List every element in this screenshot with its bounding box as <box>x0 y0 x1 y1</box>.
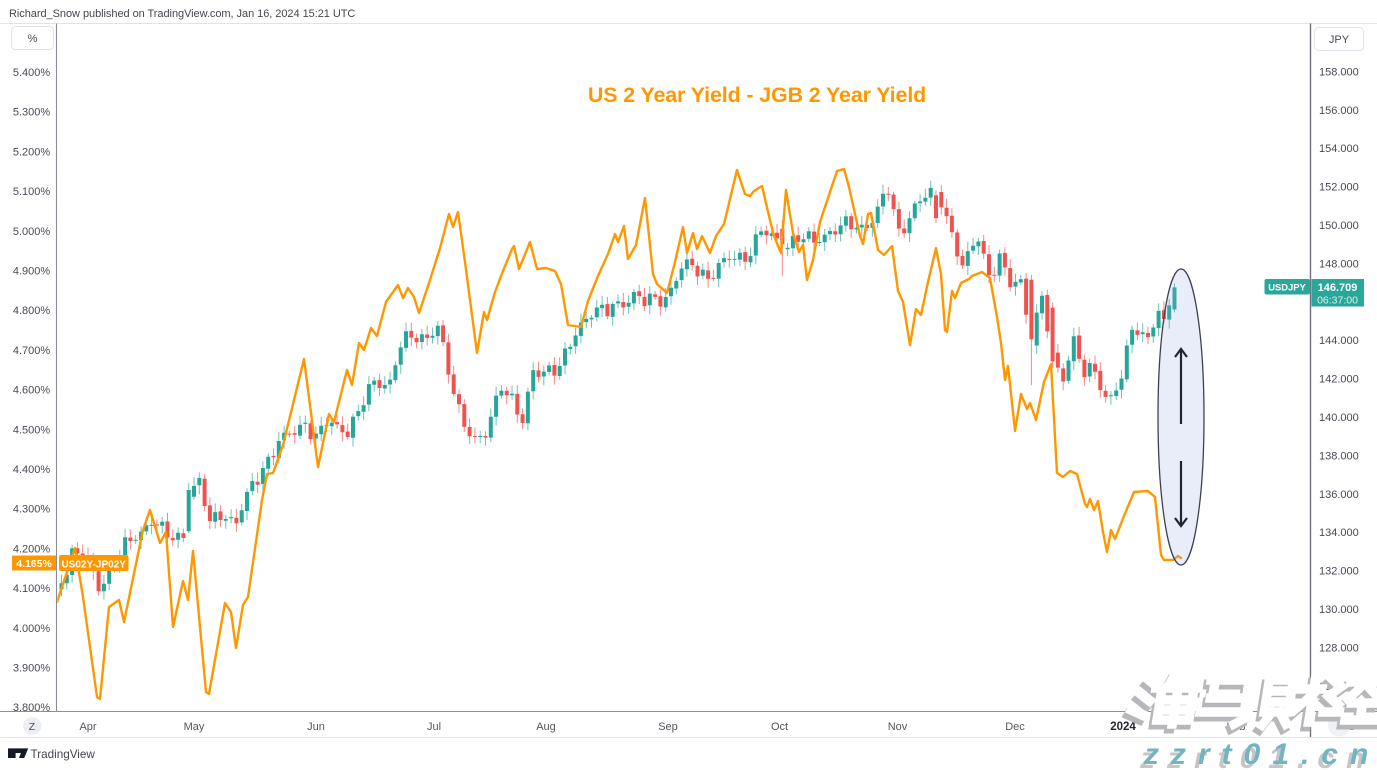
svg-text:150.000: 150.000 <box>1319 220 1359 232</box>
svg-text:4.700%: 4.700% <box>13 345 51 357</box>
svg-text:4.200%: 4.200% <box>13 543 51 555</box>
svg-text:142.000: 142.000 <box>1319 374 1359 386</box>
svg-text:Nov: Nov <box>888 721 908 733</box>
svg-text:US 2 Year Yield - JGB 2 Year Y: US 2 Year Yield - JGB 2 Year Yield <box>588 83 926 107</box>
svg-text:May: May <box>184 721 205 733</box>
svg-text:4.600%: 4.600% <box>13 385 51 397</box>
svg-text:Aug: Aug <box>536 721 556 733</box>
svg-text:06:37:00: 06:37:00 <box>1317 295 1358 307</box>
svg-text:4.100%: 4.100% <box>13 583 51 595</box>
svg-text:140.000: 140.000 <box>1319 412 1359 424</box>
svg-text:4.500%: 4.500% <box>13 424 51 436</box>
svg-text:%: % <box>28 33 38 45</box>
svg-text:4.800%: 4.800% <box>13 305 51 317</box>
svg-text:zzrt01.cn: zzrt01.cn <box>1139 742 1376 770</box>
svg-text:5.400%: 5.400% <box>13 67 51 79</box>
svg-text:4.165%: 4.165% <box>16 558 52 570</box>
svg-text:148.000: 148.000 <box>1319 258 1359 270</box>
svg-text:zzrt01.cn: zzrt01.cn <box>1143 738 1377 770</box>
svg-text:144.000: 144.000 <box>1319 335 1359 347</box>
svg-text:US02Y-JP02Y: US02Y-JP02Y <box>61 559 126 570</box>
svg-text:Oct: Oct <box>771 721 788 733</box>
svg-text:4.400%: 4.400% <box>13 464 51 476</box>
svg-text:5.300%: 5.300% <box>13 107 51 119</box>
svg-text:136.000: 136.000 <box>1319 489 1359 501</box>
svg-text:138.000: 138.000 <box>1319 450 1359 462</box>
svg-text:3.900%: 3.900% <box>13 663 51 675</box>
svg-text:130.000: 130.000 <box>1319 604 1359 616</box>
svg-text:156.000: 156.000 <box>1319 105 1359 117</box>
svg-text:2024: 2024 <box>1110 721 1136 733</box>
svg-text:Sep: Sep <box>658 721 678 733</box>
svg-text:Jul: Jul <box>427 721 441 733</box>
svg-text:TradingView: TradingView <box>31 748 96 761</box>
svg-text:3.800%: 3.800% <box>13 702 51 714</box>
svg-text:USDJPY: USDJPY <box>1268 282 1306 293</box>
svg-text:Apr: Apr <box>79 721 96 733</box>
svg-text:Z: Z <box>29 721 36 733</box>
svg-text:4.000%: 4.000% <box>13 623 51 635</box>
svg-text:128.000: 128.000 <box>1319 642 1359 654</box>
svg-text:4.900%: 4.900% <box>13 266 51 278</box>
svg-text:4.300%: 4.300% <box>13 504 51 516</box>
svg-text:Jun: Jun <box>307 721 325 733</box>
svg-text:Dec: Dec <box>1005 721 1025 733</box>
svg-text:134.000: 134.000 <box>1319 527 1359 539</box>
svg-text:132.000: 132.000 <box>1319 566 1359 578</box>
svg-text:158.000: 158.000 <box>1319 66 1359 78</box>
svg-text:JPY: JPY <box>1329 34 1350 46</box>
svg-text:5.000%: 5.000% <box>13 226 51 238</box>
svg-text:154.000: 154.000 <box>1319 143 1359 155</box>
svg-text:Richard_Snow published on Trad: Richard_Snow published on TradingView.co… <box>9 8 355 20</box>
svg-text:5.200%: 5.200% <box>13 146 51 158</box>
svg-text:152.000: 152.000 <box>1319 182 1359 194</box>
svg-text:146.709: 146.709 <box>1318 282 1358 294</box>
svg-text:5.100%: 5.100% <box>13 186 51 198</box>
